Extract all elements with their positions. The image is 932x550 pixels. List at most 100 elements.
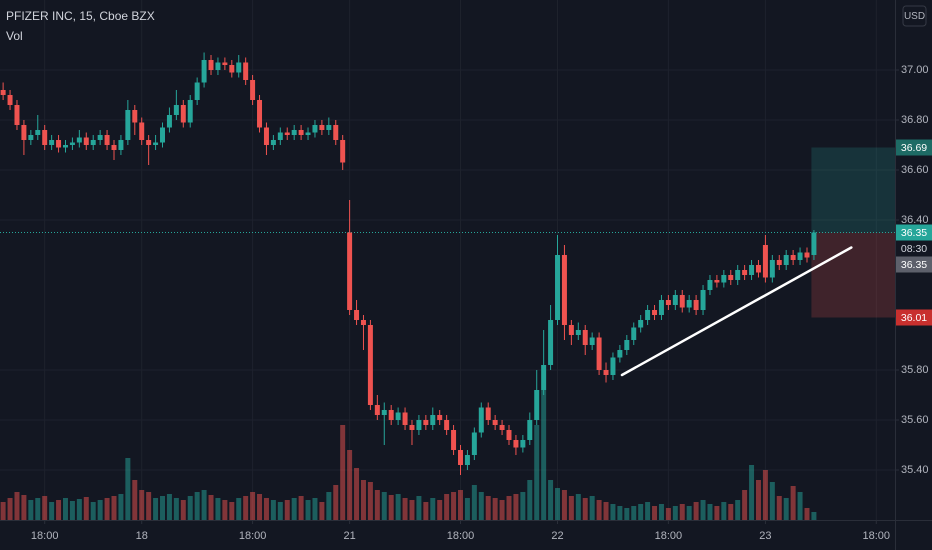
volume-bar xyxy=(430,498,436,520)
volume-bar xyxy=(104,498,110,520)
volume-bar xyxy=(180,500,186,520)
volume-bar xyxy=(527,480,533,520)
trend-line xyxy=(620,246,853,377)
volume-bar xyxy=(90,502,96,520)
volume-bar xyxy=(409,500,415,520)
candle-body xyxy=(215,62,221,70)
target-zone xyxy=(811,147,895,233)
candle-body xyxy=(236,62,242,73)
volume-bar xyxy=(118,494,124,520)
volume-bar xyxy=(250,492,256,520)
volume-bar xyxy=(624,508,630,520)
volume-bar xyxy=(111,496,117,520)
entry-label: 36.35 xyxy=(901,259,927,271)
candle-body xyxy=(520,440,526,448)
candle-body xyxy=(548,320,554,365)
candle-body xyxy=(658,300,664,315)
volume-bar xyxy=(790,486,796,520)
x-tick-label: 18:00 xyxy=(31,530,59,542)
volume-bar xyxy=(631,506,637,520)
candle-body xyxy=(457,450,463,465)
volume-bar xyxy=(596,500,602,520)
candle-body xyxy=(201,60,207,83)
candle-body xyxy=(166,115,172,128)
candle-body xyxy=(402,412,408,425)
volume-bar xyxy=(464,498,470,520)
volume-bar xyxy=(548,480,554,520)
volume-label: Vol xyxy=(6,29,23,43)
candle-body xyxy=(423,420,429,425)
candle-body xyxy=(360,320,366,325)
volume-bar xyxy=(707,504,713,520)
x-tick-label: 18:00 xyxy=(863,530,891,542)
stop-label: 36.01 xyxy=(901,312,927,324)
candle-body xyxy=(118,140,124,150)
candle-body xyxy=(257,100,263,128)
volume-bar xyxy=(201,490,207,520)
candle-body xyxy=(291,130,297,135)
candle-body xyxy=(575,330,581,335)
volume-bar xyxy=(797,492,803,520)
volume-bar xyxy=(312,498,318,520)
volume-bar xyxy=(485,496,491,520)
candle-body xyxy=(0,90,6,95)
volume-bar xyxy=(28,500,34,520)
candle-body xyxy=(56,140,62,148)
candle-body xyxy=(631,327,637,340)
candle-body xyxy=(582,330,588,345)
volume-bar xyxy=(381,492,387,520)
candle-body xyxy=(534,390,540,420)
last-price-label: 36.35 xyxy=(901,227,927,239)
volume-bar xyxy=(513,494,519,520)
candle-body xyxy=(700,290,706,310)
countdown-label-bg xyxy=(896,240,932,257)
volume-bar xyxy=(735,500,741,520)
candle-body xyxy=(596,337,602,370)
volume-bar xyxy=(534,425,540,520)
volume-bar xyxy=(679,504,685,520)
volume-bar xyxy=(492,498,498,520)
candle-body xyxy=(111,145,117,150)
candle-body xyxy=(638,320,644,328)
volume-bar xyxy=(284,500,290,520)
x-tick-label: 18 xyxy=(136,530,148,542)
volume-bar xyxy=(402,498,408,520)
candle-body xyxy=(714,280,720,283)
candle-body xyxy=(506,430,512,440)
candle-body xyxy=(721,275,727,283)
volume-bar xyxy=(194,492,200,520)
candle-body xyxy=(444,420,450,430)
y-tick-label: 36.60 xyxy=(901,164,929,176)
candle-body xyxy=(270,140,276,145)
candle-body xyxy=(14,105,20,125)
y-tick-label: 36.80 xyxy=(901,114,929,126)
candle-body xyxy=(589,337,595,345)
candle-body xyxy=(464,455,470,465)
volume-bar xyxy=(388,495,394,520)
stop-zone xyxy=(811,232,895,318)
volume-bar xyxy=(76,499,82,520)
candle-body xyxy=(728,275,734,280)
volume-bar xyxy=(658,504,664,520)
candle-body xyxy=(146,140,152,145)
volume-bar xyxy=(270,500,276,520)
volume-bar xyxy=(520,492,526,520)
volume-bar xyxy=(0,502,6,520)
volume-bar xyxy=(416,496,422,520)
candle-body xyxy=(340,140,346,163)
volume-bar xyxy=(755,480,761,520)
candle-body xyxy=(263,127,269,145)
currency-button[interactable] xyxy=(902,5,927,27)
volume-bar xyxy=(686,506,692,520)
volume-bar xyxy=(721,502,727,520)
candle-body xyxy=(797,252,803,260)
candle-body xyxy=(485,407,491,420)
volume-bar xyxy=(132,480,138,520)
volume-bar xyxy=(257,494,263,520)
volume-bar xyxy=(42,496,48,520)
candle-body xyxy=(90,140,96,145)
candle-body xyxy=(69,142,75,145)
volume-bar xyxy=(603,502,609,520)
